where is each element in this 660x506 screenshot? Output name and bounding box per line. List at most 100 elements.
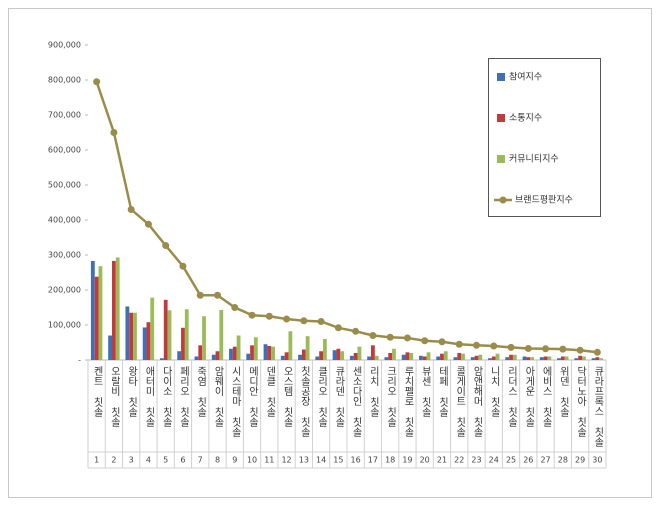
- legend-swatch: [497, 114, 505, 122]
- legend-label: 브랜드평판지수: [515, 195, 573, 206]
- bar: [284, 352, 289, 360]
- rank-label: 21: [437, 456, 447, 465]
- rank-label: 26: [523, 456, 533, 465]
- bar: [142, 327, 147, 360]
- bar: [332, 350, 337, 360]
- line-marker: [231, 304, 239, 311]
- line-marker: [455, 340, 463, 348]
- bar: [263, 344, 268, 360]
- rank-label: 25: [506, 456, 516, 465]
- rank-label: 12: [281, 456, 291, 465]
- y-tick-label: 500,000: [48, 181, 81, 190]
- bar: [591, 358, 596, 360]
- bar: [202, 316, 206, 360]
- bar: [298, 354, 302, 360]
- x-tick-label: 왕타 칫솔: [126, 366, 138, 417]
- x-tick-label: 시스테마 칫솔: [229, 366, 241, 437]
- rank-label: 8: [215, 456, 220, 465]
- rank-label: 9: [232, 456, 237, 465]
- bar: [440, 353, 444, 360]
- x-tick-label: 테페 칫솔: [436, 366, 448, 417]
- bar: [215, 351, 220, 360]
- rank-label: 30: [592, 456, 602, 465]
- bar: [181, 327, 185, 360]
- bar: [177, 351, 182, 360]
- y-tick-label: 900,000: [48, 41, 81, 50]
- x-tick-label: 페리오 칫솔: [177, 366, 189, 427]
- line-marker: [162, 242, 170, 250]
- line-marker: [300, 317, 308, 325]
- rank-label: 27: [540, 456, 550, 465]
- bar: [371, 345, 375, 360]
- x-tick-label: 리더스 칫솔: [506, 366, 518, 427]
- legend-label: 소통지수: [509, 113, 542, 124]
- bar: [474, 355, 479, 360]
- rank-label: 20: [420, 456, 430, 465]
- bar: [280, 355, 285, 360]
- bar: [388, 353, 393, 360]
- bar: [578, 355, 582, 360]
- legend-label: 참여지수: [509, 71, 542, 83]
- bar: [574, 358, 579, 360]
- y-tick-label: 800,000: [48, 76, 81, 85]
- x-tick-label: 큐라프록스 칫솔: [592, 366, 604, 447]
- line-marker: [369, 332, 377, 339]
- bar: [288, 331, 293, 360]
- bar: [405, 352, 410, 360]
- bar: [453, 357, 458, 360]
- line-marker: [110, 129, 118, 136]
- y-tick-label: -: [78, 356, 81, 365]
- rank-label: 5: [163, 456, 168, 465]
- line-marker: [593, 348, 601, 356]
- x-tick-label: 덴클 칫솔: [264, 366, 276, 417]
- line-marker: [127, 206, 135, 213]
- line-marker: [421, 337, 429, 345]
- x-tick-label: 애터미 칫솔: [143, 366, 155, 427]
- legend-swatch: [497, 155, 505, 163]
- legend-label: 커뮤니티지수: [509, 154, 559, 165]
- bar: [353, 353, 358, 360]
- x-tick-label: 큐라덴 칫솔: [333, 366, 345, 427]
- bar: [184, 309, 189, 360]
- bar: [167, 310, 172, 360]
- x-tick-label: 아게운 칫솔: [523, 366, 535, 427]
- bar: [133, 312, 137, 360]
- y-tick-label: 600,000: [48, 146, 81, 155]
- bar: [253, 337, 258, 360]
- bar: [457, 353, 462, 360]
- x-tick-label: 에비스 칫솔: [540, 366, 552, 427]
- x-tick-label: 다이소 칫솔: [160, 366, 172, 427]
- x-tick-label: 루치펠로 칫솔: [402, 366, 414, 437]
- x-tick-label: 센소다인 칫솔: [350, 366, 362, 437]
- x-tick-label: 클리오 칫솔: [316, 366, 328, 427]
- bar: [581, 356, 586, 360]
- bar: [301, 349, 306, 360]
- bar: [547, 356, 552, 360]
- bar: [349, 355, 354, 360]
- bar: [229, 348, 233, 360]
- legend-swatch: [497, 73, 505, 81]
- bar: [367, 356, 372, 360]
- rank-label: 15: [333, 456, 343, 465]
- bar: [426, 352, 431, 360]
- line-marker: [559, 345, 567, 353]
- x-tick-label: 암웨이 칫솔: [212, 366, 224, 427]
- bar: [90, 260, 95, 360]
- line-marker: [542, 345, 550, 353]
- x-tick-label: 죽염 칫솔: [195, 366, 207, 417]
- x-tick-label: 뷰센 칫솔: [419, 366, 431, 417]
- line-marker: [490, 342, 498, 350]
- bar: [160, 358, 164, 360]
- line-marker: [507, 343, 515, 351]
- line-marker: [283, 315, 291, 323]
- bar: [336, 348, 341, 360]
- bar: [401, 354, 406, 360]
- line-marker: [524, 344, 532, 352]
- bar: [267, 346, 272, 360]
- bar: [94, 276, 99, 360]
- bar: [125, 306, 130, 360]
- bar: [129, 312, 134, 360]
- bar: [322, 339, 327, 360]
- line-marker: [214, 291, 221, 299]
